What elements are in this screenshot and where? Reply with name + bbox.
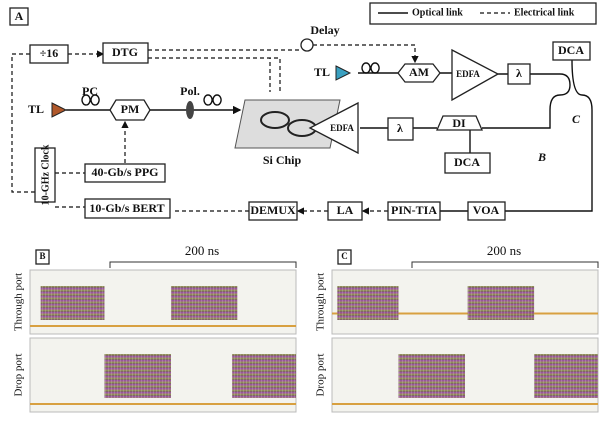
node-label: VOA bbox=[473, 203, 500, 217]
node-label: Si Chip bbox=[263, 153, 302, 167]
legend-optical: Optical link bbox=[412, 7, 463, 18]
time-span: 200 ns bbox=[185, 243, 219, 258]
pulse-burst bbox=[534, 354, 598, 398]
laser-icon bbox=[52, 103, 66, 117]
link bbox=[55, 173, 85, 207]
pulse-burst bbox=[232, 354, 296, 398]
trace-panels: B 200 ns Through port Drop port C 200 ns Throu… bbox=[13, 243, 598, 412]
node-label: 40-Gb/s PPG bbox=[91, 165, 158, 179]
delay-icon bbox=[301, 39, 313, 51]
node-label: PM bbox=[121, 102, 140, 116]
node-label: λ bbox=[516, 66, 522, 80]
node-label: TL bbox=[28, 102, 44, 116]
node-label: DCA bbox=[454, 155, 480, 169]
panel-a: A Optical link Electrical link ÷16 DTG D… bbox=[10, 3, 596, 220]
node-label: DCA bbox=[558, 43, 584, 57]
link bbox=[12, 54, 35, 192]
pulse-burst bbox=[468, 286, 535, 320]
node-label: Delay bbox=[310, 23, 339, 37]
panel-label: B bbox=[39, 251, 45, 261]
node-label: EDFA bbox=[456, 69, 480, 79]
trace-label: Drop port bbox=[13, 353, 25, 396]
node-label: PIN-TIA bbox=[391, 203, 437, 217]
node-label: DI bbox=[452, 116, 466, 130]
panel-label: C bbox=[341, 251, 348, 261]
node-label: ÷16 bbox=[40, 46, 59, 60]
node-label: 10-GHz Clock bbox=[40, 144, 51, 205]
pulse-burst bbox=[104, 354, 171, 398]
node-label: LA bbox=[337, 203, 354, 217]
node-label: B bbox=[537, 150, 546, 164]
pulse-burst bbox=[399, 354, 466, 398]
coil-icon bbox=[362, 63, 379, 73]
legend-electrical: Electrical link bbox=[514, 7, 575, 18]
node-label: DTG bbox=[112, 45, 138, 59]
figure: A Optical link Electrical link ÷16 DTG D… bbox=[0, 0, 602, 431]
node-label: Pol. bbox=[180, 84, 200, 98]
pulse-burst bbox=[337, 286, 398, 320]
node-label: DEMUX bbox=[250, 203, 296, 217]
node-label: 10-Gb/s BERT bbox=[89, 201, 164, 215]
time-span: 200 ns bbox=[487, 243, 521, 258]
node-label: λ bbox=[397, 121, 403, 135]
trace-label: Through port bbox=[315, 273, 327, 331]
trace-label: Drop port bbox=[315, 353, 327, 396]
coil-icon bbox=[204, 95, 221, 105]
trace-label: Through port bbox=[13, 273, 25, 331]
laser-icon bbox=[336, 66, 350, 80]
node-label: AM bbox=[409, 65, 429, 79]
pulse-burst bbox=[41, 286, 105, 320]
node-label: C bbox=[572, 112, 581, 126]
link bbox=[572, 60, 582, 95]
link bbox=[148, 58, 280, 92]
link bbox=[358, 73, 592, 211]
time-bracket bbox=[110, 262, 296, 268]
polarizer bbox=[186, 101, 194, 119]
pulse-burst bbox=[171, 286, 238, 320]
link bbox=[148, 45, 415, 62]
node-label: EDFA bbox=[330, 123, 354, 133]
time-bracket bbox=[412, 262, 598, 268]
panel-label: A bbox=[15, 9, 24, 23]
node-label: TL bbox=[314, 65, 330, 79]
